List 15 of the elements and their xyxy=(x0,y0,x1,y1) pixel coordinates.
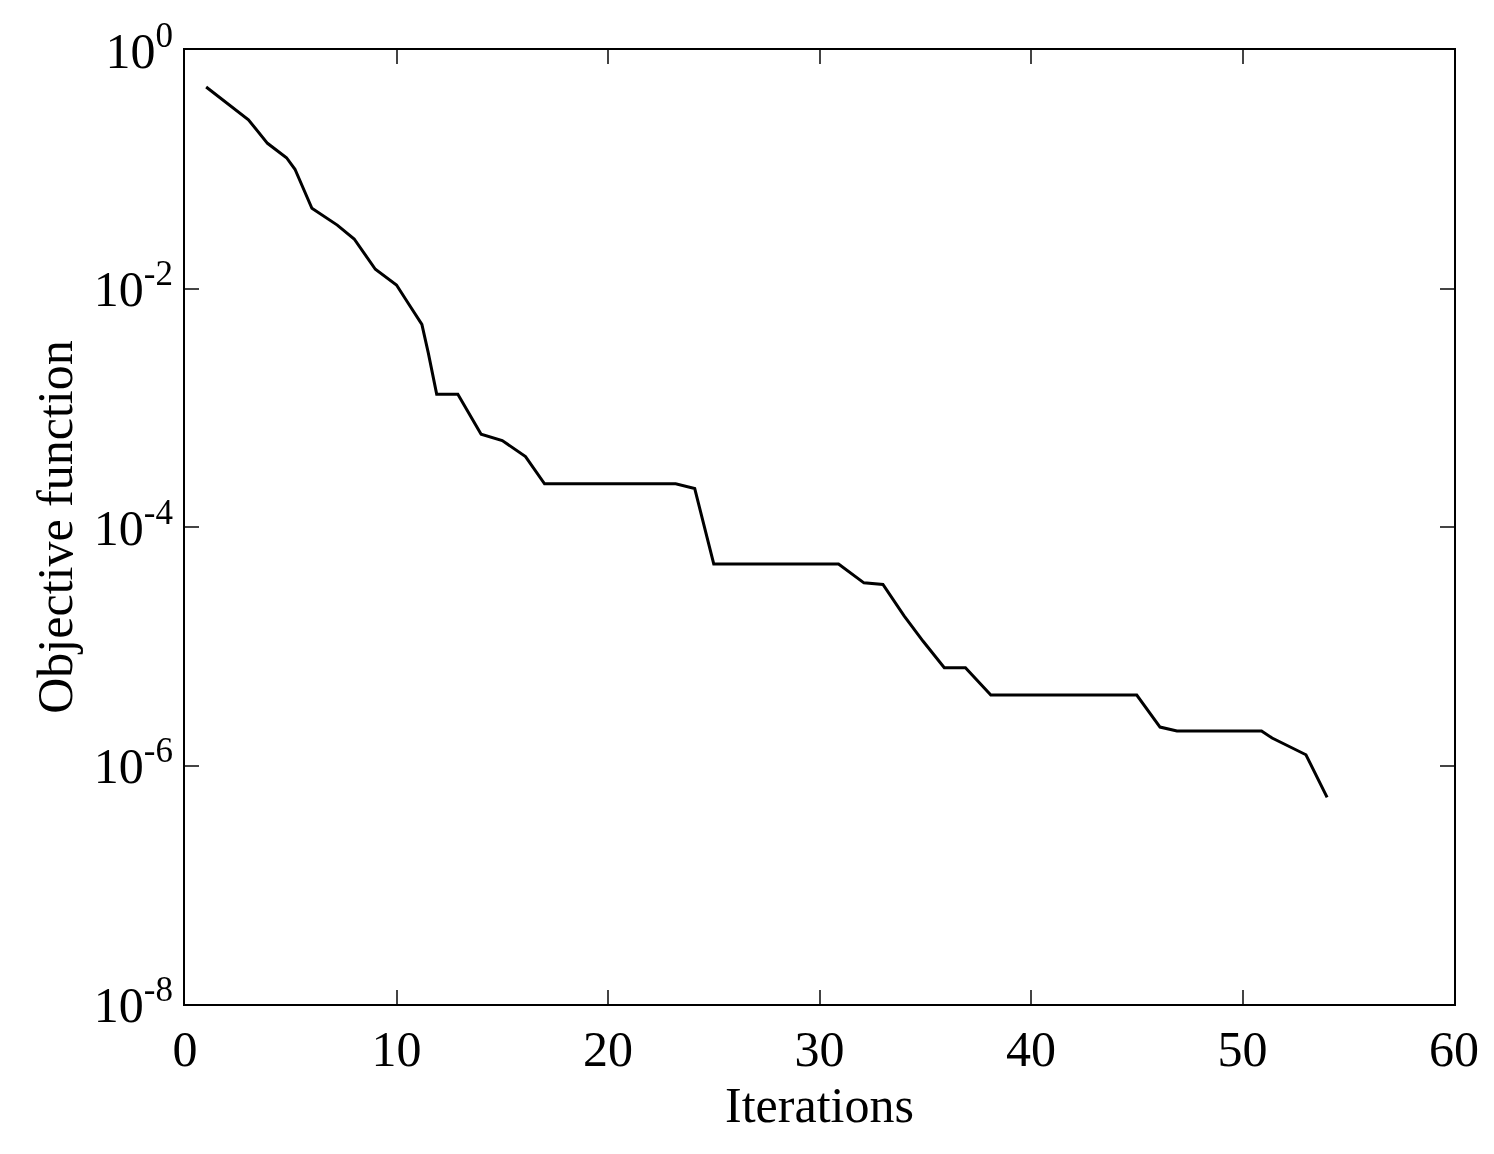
x-tick-label: 10 xyxy=(371,1021,422,1077)
x-tick-label: 30 xyxy=(794,1021,845,1077)
y-tick-label: 10$^{-6}$ xyxy=(93,731,173,794)
y-axis-title: Objective function xyxy=(27,340,84,714)
x-tick-label: 50 xyxy=(1217,1021,1268,1077)
y-tick-label: 10$^{-4}$ xyxy=(93,492,173,556)
line-series xyxy=(204,85,1329,799)
y-tick-label: 10$^{0}$ xyxy=(105,15,173,79)
x-axis-title: Iterations xyxy=(725,1077,914,1133)
x-tick-label: 0 xyxy=(172,1021,198,1077)
y-tick-label: 10$^{-8}$ xyxy=(93,969,173,1033)
x-tick-label: 20 xyxy=(583,1021,633,1077)
x-tick-label: 60 xyxy=(1429,1021,1479,1077)
x-tick-label: 40 xyxy=(1006,1021,1056,1077)
y-tick-label: 10$^{-2}$ xyxy=(93,254,173,317)
